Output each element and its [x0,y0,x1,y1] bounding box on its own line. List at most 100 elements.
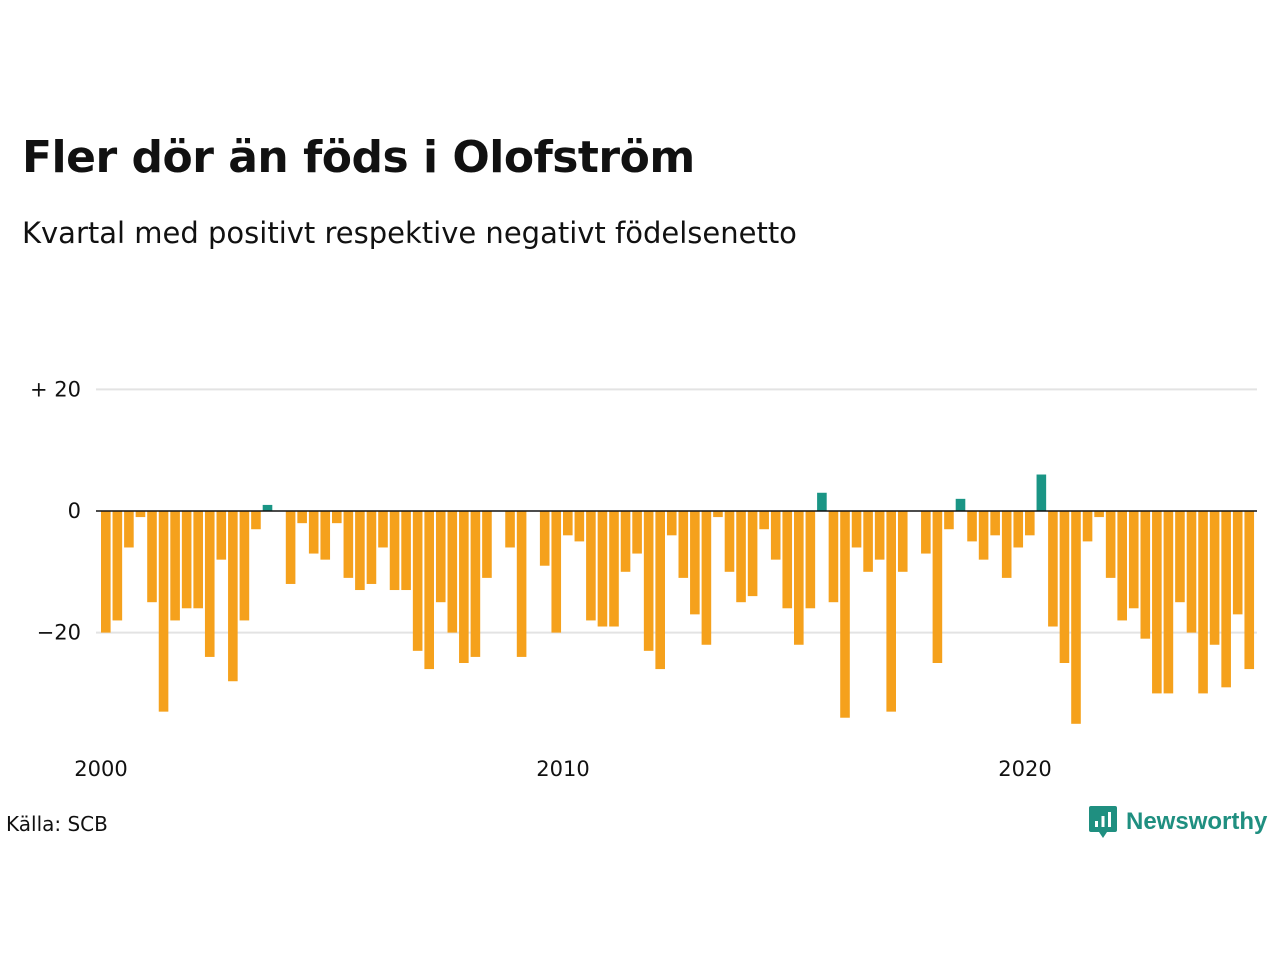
bar-negative [1001,511,1012,578]
bar-negative [158,511,169,712]
bar-negative [1152,511,1162,694]
y-tick-label: 0 [68,499,81,523]
bar-negative [805,511,816,609]
bar-negative [308,511,319,554]
bar-negative [505,511,515,548]
bar-negative [840,511,850,718]
bar-negative [1048,511,1058,627]
bar-negative [1117,511,1127,621]
bar-positive [262,504,273,511]
bar-negative [678,511,689,578]
bar-negative [147,511,157,603]
bar-negative [713,511,723,518]
bar-negative [228,511,238,682]
bar-negative [1244,511,1255,670]
bar-negative [482,511,492,578]
bar-negative [782,511,793,609]
bar-negative [389,511,400,591]
bar-negative [655,511,665,670]
bar-negative [609,511,619,627]
bar-negative [204,511,215,657]
bar-negative [828,511,839,603]
bar-negative [897,511,908,572]
bar-negative [736,511,746,603]
bar-negative [181,511,192,609]
chart-subtitle: Kvartal med positivt respektive negativt… [22,216,797,250]
bar-negative [574,511,585,542]
bar-negative [378,511,388,548]
bar-negative [794,511,804,645]
bar-negative [435,511,446,603]
bar-negative [967,511,977,542]
bar-negative [701,511,712,645]
bar-negative [332,511,342,524]
bar-negative [401,511,411,591]
bar-negative [170,511,180,621]
bar-negative [124,511,134,548]
bar-negative [239,511,250,621]
bar-negative [863,511,873,572]
newsworthy-logo: Newsworthy [1088,804,1267,840]
bar-negative [944,511,954,530]
bar-negative [563,511,573,536]
bar-negative [747,511,758,597]
bar-negative [632,511,642,554]
bar-negative [1209,511,1220,645]
x-tick-label: 2010 [536,757,589,781]
bar-negative [1232,511,1243,615]
bar-negative [1221,511,1231,688]
bar-negative [1163,511,1174,694]
bar-positive [817,492,827,511]
bar-negative [1025,511,1035,536]
x-tick-label: 2020 [998,757,1051,781]
bar-negative [470,511,481,657]
y-axis-ticks: + 20 0 −20 [30,377,81,644]
bar-negative [1059,511,1070,663]
bar-negative [424,511,434,670]
source-label: Källa: SCB [6,812,108,836]
bar-negative [112,511,123,621]
bar-negative [921,511,931,554]
bar-negative [343,511,354,578]
bar-negative [724,511,735,572]
bar-negative [459,511,469,663]
y-tick-label: −20 [37,621,81,645]
bar-negative [516,511,527,657]
bar-negative [355,511,365,591]
bar-negative [620,511,631,572]
bar-negative [1175,511,1185,603]
bar-negative [586,511,596,621]
bar-negative [978,511,989,560]
chart-title: Fler dör än föds i Olofström [22,132,695,183]
bar-chart: + 20 0 −20 2000 2010 2020 [30,377,1257,781]
bar-negative [412,511,423,651]
bar-negative [539,511,550,566]
bar-negative [1198,511,1208,694]
bar-negative [1071,511,1081,724]
bar-negative [366,511,377,584]
bar-negative [216,511,227,560]
brand-name: Newsworthy [1126,808,1268,835]
bar-negative [320,511,331,560]
bar-positive [1036,474,1047,511]
bar-negative [297,511,307,524]
bar-negative [886,511,896,712]
bar-negative [285,511,296,584]
bar-negative [447,511,458,633]
bar-negative [759,511,769,530]
bar-positive [955,498,966,511]
bar-negative [101,511,111,633]
bar-negative [1186,511,1197,633]
bars [101,474,1255,724]
bar-negative [990,511,1000,536]
bar-negative [1013,511,1024,548]
bar-negative [1094,511,1104,518]
bar-negative [1105,511,1116,578]
newsworthy-logo-icon [1089,806,1117,838]
x-axis-ticks: 2000 2010 2020 [74,757,1051,781]
bar-negative [851,511,862,548]
bar-negative [135,511,146,518]
x-tick-label: 2000 [74,757,127,781]
bar-negative [1140,511,1151,639]
bar-negative [874,511,885,560]
